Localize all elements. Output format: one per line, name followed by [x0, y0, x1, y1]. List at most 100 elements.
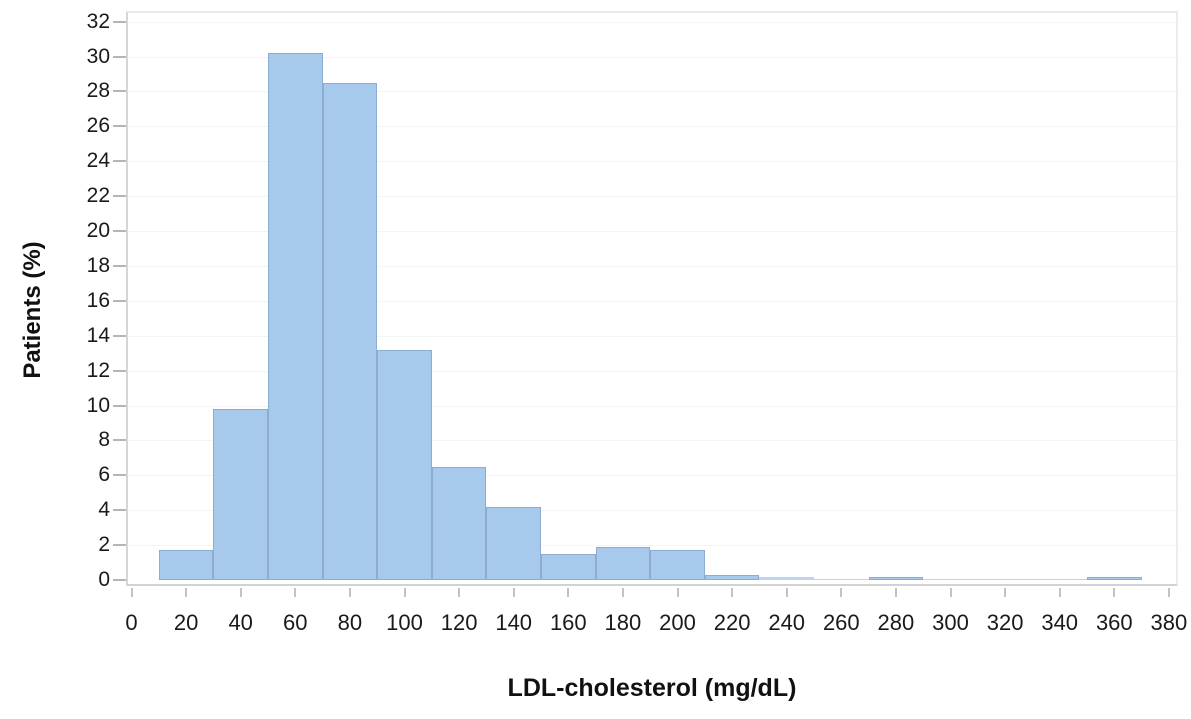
histogram-bar — [704, 575, 760, 580]
x-tick-label: 160 — [549, 610, 587, 635]
histogram-bar — [1032, 579, 1087, 580]
y-gridline — [128, 335, 1177, 337]
y-gridline — [128, 56, 1177, 58]
y-tick-label: 16 — [86, 288, 110, 312]
histogram-bar — [486, 507, 541, 580]
histogram-bar — [650, 550, 705, 580]
x-tick-mark — [785, 588, 788, 597]
y-tick-mark — [113, 264, 126, 267]
y-tick-mark — [113, 299, 126, 302]
y-tick-mark — [113, 334, 126, 337]
x-tick-mark — [894, 588, 897, 597]
y-tick-mark — [113, 55, 126, 58]
x-tick-mark — [621, 588, 624, 597]
histogram-bar — [814, 579, 869, 580]
histogram-bar — [158, 550, 214, 580]
x-tick-label: 220 — [713, 610, 751, 635]
y-gridline — [128, 265, 1177, 267]
y-tick-mark — [113, 579, 126, 581]
y-tick-mark — [113, 90, 126, 93]
histogram-bar — [759, 577, 814, 580]
y-tick-mark — [113, 544, 126, 547]
y-gridline — [128, 300, 1177, 302]
x-tick-mark — [1113, 588, 1116, 597]
x-tick-label: 80 — [337, 610, 363, 635]
y-tick-label: 0 — [98, 568, 110, 591]
x-tick-label: 0 — [125, 610, 138, 635]
x-tick-mark — [567, 588, 570, 597]
x-tick-label: 240 — [768, 610, 806, 635]
x-tick-label: 300 — [932, 610, 969, 635]
y-gridline — [128, 231, 1177, 232]
y-tick-mark — [113, 439, 126, 442]
histogram-bar — [431, 467, 487, 580]
x-tick-label: 140 — [495, 610, 533, 635]
x-tick-mark — [403, 588, 406, 597]
x-tick-label: 320 — [986, 610, 1024, 635]
y-tick-label: 8 — [98, 428, 110, 452]
y-tick-label: 30 — [86, 44, 110, 68]
y-tick-mark — [113, 160, 126, 163]
y-gridline — [128, 475, 1177, 477]
y-tick-mark — [113, 369, 126, 372]
x-tick-mark — [676, 588, 679, 597]
x-tick-mark — [1058, 588, 1061, 597]
x-tick-mark — [731, 588, 734, 597]
y-gridline — [128, 21, 1177, 23]
x-tick-mark — [185, 588, 188, 597]
x-tick-label: 100 — [386, 610, 423, 635]
y-gridline — [128, 405, 1177, 407]
x-tick-mark — [1004, 588, 1007, 597]
histogram-bar — [322, 83, 378, 580]
x-tick-mark — [949, 588, 952, 597]
y-gridline — [128, 126, 1177, 128]
x-tick-label: 280 — [877, 610, 915, 635]
histogram-bar — [541, 554, 596, 580]
y-tick-mark — [113, 404, 126, 407]
x-tick-label: 40 — [228, 610, 253, 635]
y-gridline — [128, 196, 1177, 198]
y-gridline — [128, 440, 1177, 442]
y-gridline — [128, 510, 1177, 512]
x-tick-mark — [294, 588, 297, 597]
x-axis-title: LDL-cholesterol (mg/dL) — [507, 674, 797, 702]
y-tick-label: 6 — [98, 463, 110, 487]
y-tick-label: 28 — [86, 79, 110, 103]
x-tick-mark — [458, 588, 461, 597]
histogram-bar — [868, 577, 924, 580]
y-tick-label: 18 — [86, 253, 110, 277]
y-gridline — [128, 161, 1177, 163]
y-tick-label: 14 — [86, 323, 110, 347]
y-tick-mark — [113, 474, 126, 477]
y-tick-label: 2 — [98, 533, 110, 557]
x-tick-label: 340 — [1041, 610, 1079, 635]
histogram-bar — [1087, 577, 1142, 580]
y-tick-label: 4 — [98, 498, 110, 522]
x-tick-mark — [1167, 588, 1170, 597]
x-tick-label: 360 — [1095, 610, 1133, 635]
x-tick-label: 200 — [659, 610, 696, 635]
y-tick-mark — [113, 230, 126, 232]
y-gridline — [128, 91, 1177, 93]
x-tick-label: 60 — [283, 610, 308, 635]
x-tick-mark — [348, 588, 351, 597]
y-tick-mark — [113, 195, 126, 198]
y-gridline — [128, 370, 1177, 372]
y-tick-label: 10 — [86, 393, 110, 417]
y-tick-label: 20 — [86, 219, 110, 242]
histogram-bar — [213, 409, 268, 580]
histogram-bar — [268, 53, 323, 580]
y-tick-label: 24 — [86, 149, 110, 173]
x-tick-label: 120 — [440, 610, 478, 635]
x-tick-mark — [130, 588, 133, 597]
y-tick-mark — [113, 20, 126, 23]
x-tick-label: 380 — [1150, 610, 1188, 635]
y-axis-title: Patients (%) — [19, 241, 46, 379]
y-tick-label: 22 — [86, 184, 110, 208]
y-tick-label: 26 — [86, 114, 110, 138]
y-tick-mark — [113, 509, 126, 512]
x-tick-label: 180 — [604, 610, 642, 635]
x-tick-label: 20 — [173, 610, 199, 635]
x-tick-mark — [512, 588, 515, 597]
